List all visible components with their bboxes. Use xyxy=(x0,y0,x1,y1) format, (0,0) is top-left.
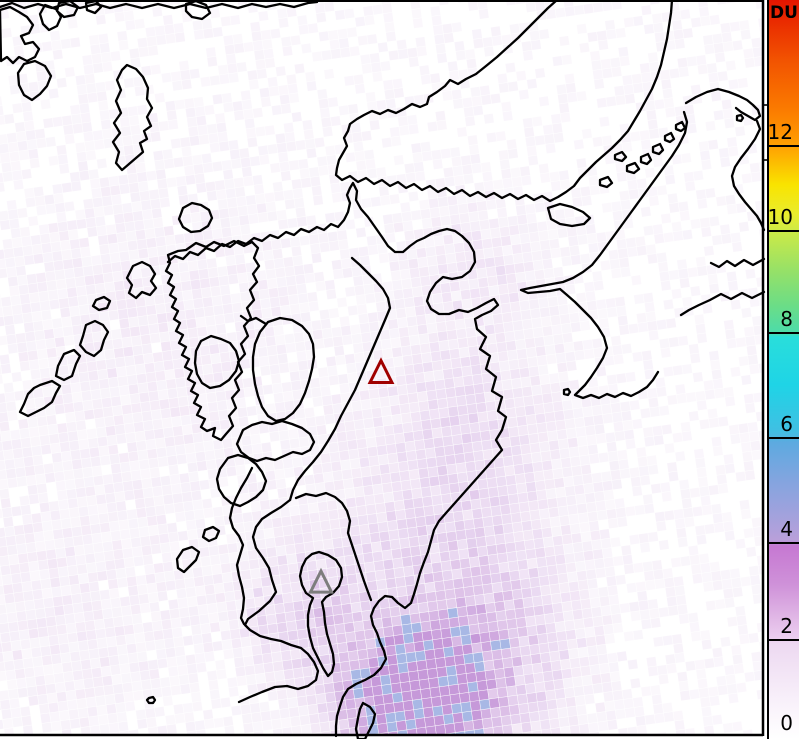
coastlines xyxy=(0,0,766,739)
coastline-tsushima xyxy=(111,63,154,172)
colorbar-tick-line xyxy=(769,639,799,641)
coastline-ariake-shore xyxy=(288,256,392,502)
coastline-korea-islands xyxy=(0,0,212,102)
coastline-amakusa xyxy=(215,419,316,508)
coastline-seto-islands xyxy=(546,120,687,228)
coastline-goto-islands xyxy=(18,295,112,418)
colorbar-tick-label: 4 xyxy=(780,517,793,541)
coastline-satsuma-west xyxy=(228,466,254,626)
colorbar-tick-label: 12 xyxy=(767,120,793,144)
map-frame xyxy=(0,0,770,737)
colorbar-tick-label: 6 xyxy=(780,412,793,436)
coastline-hirado xyxy=(125,260,158,300)
coastline-kagoshima-bay-west xyxy=(237,498,320,704)
coastline-small-dots xyxy=(562,113,745,397)
coastline-shikoku-northwest xyxy=(684,87,762,122)
colorbar-tick-line xyxy=(769,230,799,232)
coastline-south-island xyxy=(354,701,377,739)
coastline-shikoku-east xyxy=(730,119,766,232)
colorbar-unit-label: DU xyxy=(770,3,798,23)
colorbar-tick-line xyxy=(769,542,799,544)
coastline-koshikijima xyxy=(175,525,221,574)
coastline-uwajima-rias xyxy=(679,257,766,317)
colorbar-tick-line xyxy=(769,332,799,334)
coastline-isahaya-isthmus xyxy=(239,314,268,326)
coastline-iki xyxy=(177,201,214,234)
colorbar-tick-label: 10 xyxy=(767,205,793,229)
colorbar-tick-label: 2 xyxy=(780,614,793,638)
volcano-marker-sakurajima xyxy=(308,567,334,594)
du-colorbar: DU 12 10 8 6 4 2 0 xyxy=(767,0,799,739)
coastline-kagoshima-bay-head xyxy=(294,491,373,602)
coastline-omura-bay xyxy=(193,334,241,390)
volcano-marker-aso xyxy=(367,357,395,385)
coastline-shikoku-west xyxy=(519,110,689,400)
coastline-nagasaki-peninsulas xyxy=(164,239,261,442)
colorbar-tick-label: 8 xyxy=(780,307,793,331)
colorbar-tick-line xyxy=(769,437,799,439)
coastline-kyushu-main xyxy=(166,181,508,738)
coastline-honshu xyxy=(334,0,674,203)
colorbar-tick-label: 0 xyxy=(780,711,793,735)
coastline-shimabara xyxy=(251,316,316,423)
colorbar-tick-line xyxy=(769,145,799,147)
coastline-small-islet xyxy=(145,695,157,705)
coastline-sakurajima xyxy=(298,550,344,678)
volcano-markers xyxy=(308,357,395,594)
